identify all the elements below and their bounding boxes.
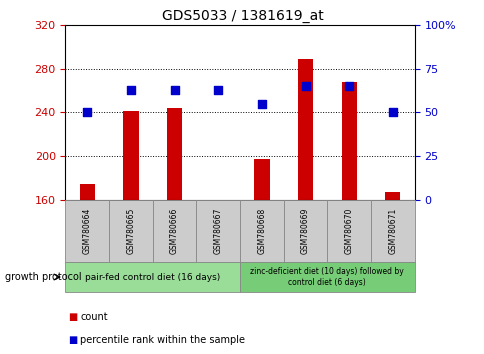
Text: GSM780670: GSM780670 [344,208,353,254]
Bar [79,184,95,200]
Point [127,87,135,92]
Bar [123,111,138,200]
Bar [240,262,414,292]
Text: GSM780665: GSM780665 [126,208,135,254]
Bar [65,262,240,292]
Text: percentile rank within the sample: percentile rank within the sample [80,335,244,345]
Bar [166,108,182,200]
Point [170,87,178,92]
Bar [65,200,109,262]
Text: pair-fed control diet (16 days): pair-fed control diet (16 days) [85,273,220,281]
Bar [384,192,400,200]
Bar [370,200,414,262]
Bar [327,200,370,262]
Bar [341,82,356,200]
Text: count: count [80,312,107,322]
Point [345,83,352,89]
Text: GSM780668: GSM780668 [257,208,266,254]
Bar [152,200,196,262]
Point [214,87,222,92]
Bar [283,200,327,262]
Text: ■: ■ [68,312,77,322]
Bar [196,200,240,262]
Point [83,110,91,115]
Point [257,101,265,107]
Text: growth protocol: growth protocol [5,272,81,282]
Text: GSM780667: GSM780667 [213,208,222,254]
Point [301,83,309,89]
Text: GSM780671: GSM780671 [388,208,396,254]
Bar [254,160,269,200]
Bar [297,59,313,200]
Text: GDS5033 / 1381619_at: GDS5033 / 1381619_at [161,9,323,23]
Bar [240,200,283,262]
Text: GSM780664: GSM780664 [83,208,91,254]
Text: GSM780669: GSM780669 [301,208,309,254]
Text: zinc-deficient diet (10 days) followed by
control diet (6 days): zinc-deficient diet (10 days) followed b… [250,267,404,287]
Point [388,110,396,115]
Text: GSM780666: GSM780666 [170,208,179,254]
Bar [109,200,152,262]
Text: ■: ■ [68,335,77,345]
